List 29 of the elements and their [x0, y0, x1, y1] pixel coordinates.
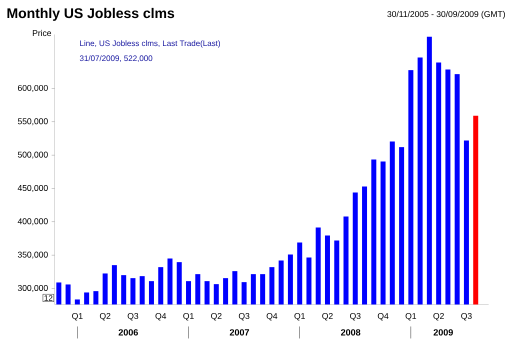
x-tick-label: Q3 — [238, 313, 250, 321]
y-tick-label: 550,000 — [18, 118, 48, 126]
y-tick-label: 600,000 — [18, 85, 48, 92]
x-tick-label: Q3 — [350, 313, 361, 321]
chart-subtitle: 30/11/2005 - 30/09/2009 (GMT) — [387, 10, 505, 19]
x-tick-label: Q1 — [72, 313, 83, 321]
x-tick-label: Q1 — [406, 313, 416, 321]
y-axis-title: Price — [32, 30, 52, 36]
text: 2008 — [340, 329, 360, 336]
x-tick-label: Q1 — [294, 313, 305, 321]
x-tick-label: Q2 — [100, 313, 110, 321]
y-tick-label: 450,000 — [18, 185, 48, 192]
text: 2006 — [118, 329, 138, 336]
x-tick-label: Q2 — [322, 313, 333, 321]
x-tick-label: Q2 — [211, 313, 222, 321]
chart-title: Monthly US Jobless clms — [7, 8, 174, 21]
x-tick-label: Q2 — [433, 313, 444, 321]
y-tick-label: 500,000 — [18, 152, 48, 159]
x-tick-label: Q4 — [378, 313, 388, 321]
text: 2009 — [434, 329, 453, 336]
x-tick-label: Q1 — [183, 313, 194, 321]
x-tick-label: Q4 — [266, 313, 278, 321]
y-tick-label: 300,000 — [18, 285, 48, 292]
y-tick-label: 400,000 — [18, 218, 48, 226]
x-tick-label: Q3 — [128, 313, 138, 321]
x-tick-label: Q4 — [155, 313, 166, 321]
text: 2007 — [230, 329, 250, 336]
y-tick-label: 350,000 — [18, 252, 48, 259]
x-tick-label: Q3 — [461, 313, 472, 321]
